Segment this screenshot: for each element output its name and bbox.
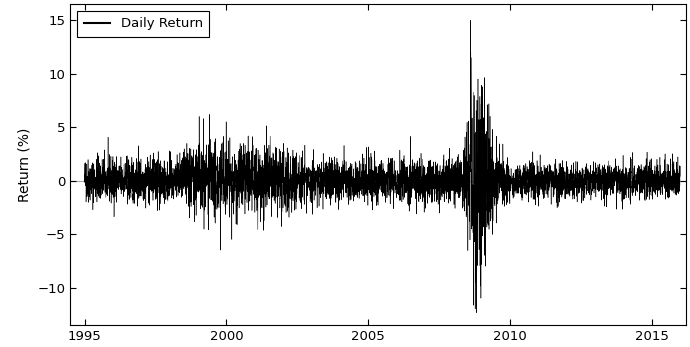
Legend: Daily Return: Daily Return <box>77 11 209 37</box>
Y-axis label: Return (%): Return (%) <box>18 127 32 202</box>
